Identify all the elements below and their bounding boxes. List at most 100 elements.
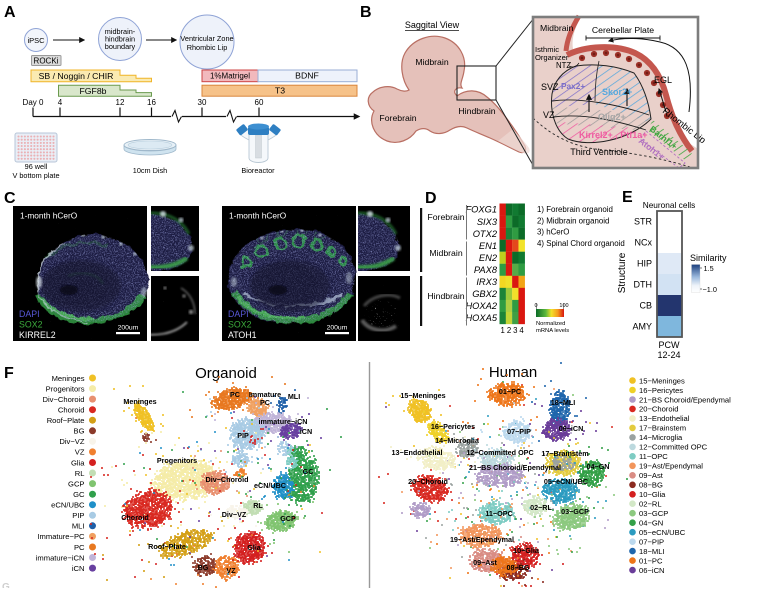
svg-text:Div−VZ: Div−VZ: [222, 510, 247, 519]
svg-text:3: 3: [513, 326, 517, 335]
svg-text:4) Spinal Chord organoid: 4) Spinal Chord organoid: [537, 239, 625, 248]
svg-text:15−Meninges: 15−Meninges: [400, 391, 445, 400]
svg-text:Ventricular Zone: Ventricular Zone: [180, 34, 233, 43]
svg-text:14−Microglia: 14−Microglia: [435, 436, 480, 445]
svg-text:09−Ast: 09−Ast: [639, 471, 664, 480]
svg-text:CB: CB: [639, 301, 652, 311]
svg-text:02−RL: 02−RL: [530, 503, 552, 512]
svg-text:Day 0: Day 0: [23, 98, 44, 107]
svg-text:PIP: PIP: [237, 431, 249, 440]
svg-text:Meninges: Meninges: [52, 374, 85, 383]
svg-text:Div−VZ: Div−VZ: [59, 437, 84, 446]
svg-text:E: E: [622, 189, 633, 206]
svg-text:04−GN: 04−GN: [587, 462, 610, 471]
svg-text:ROCKi: ROCKi: [34, 57, 59, 66]
svg-text:Roof−Plate: Roof−Plate: [148, 542, 186, 551]
svg-text:SVZ: SVZ: [541, 82, 559, 92]
svg-text:Pax2+: Pax2+: [561, 81, 585, 91]
svg-text:16−Pericytes: 16−Pericytes: [639, 386, 683, 395]
svg-text:Midbrain: Midbrain: [540, 23, 573, 33]
svg-text:Third Ventricle: Third Ventricle: [570, 147, 628, 157]
svg-text:Hindbrain: Hindbrain: [427, 291, 464, 301]
svg-text:Human: Human: [489, 364, 537, 381]
svg-text:PC: PC: [230, 390, 240, 399]
svg-text:18−MLI: 18−MLI: [551, 398, 576, 407]
svg-text:A: A: [4, 4, 16, 21]
svg-text:BG: BG: [198, 563, 209, 572]
svg-text:01−PC: 01−PC: [639, 556, 663, 565]
svg-text:SOX2: SOX2: [19, 320, 43, 330]
svg-text:0: 0: [534, 303, 537, 309]
svg-text:GBX2: GBX2: [472, 289, 498, 299]
svg-text:1%Matrigel: 1%Matrigel: [210, 72, 250, 81]
svg-text:4: 4: [58, 98, 63, 107]
svg-text:EGL: EGL: [654, 75, 672, 85]
svg-text:Div−Choroid: Div−Choroid: [206, 475, 249, 484]
svg-text:Forebrain: Forebrain: [427, 212, 464, 222]
svg-text:Cerebellar Plate: Cerebellar Plate: [592, 25, 654, 35]
svg-text:MLI: MLI: [288, 392, 300, 401]
svg-text:1: 1: [501, 326, 505, 335]
svg-text:GC: GC: [303, 467, 314, 476]
svg-text:MLI: MLI: [72, 522, 85, 531]
svg-text:11−OPC: 11−OPC: [485, 509, 512, 518]
svg-text:3) hCerO: 3) hCerO: [537, 228, 569, 237]
svg-text:15−Meninges: 15−Meninges: [639, 376, 685, 385]
svg-text:VZ: VZ: [75, 448, 85, 457]
svg-text:07−PIP: 07−PIP: [507, 427, 531, 436]
svg-text:STR: STR: [634, 217, 653, 227]
svg-text:PC: PC: [260, 398, 270, 407]
svg-text:21−BS Choroid/Ependymal: 21−BS Choroid/Ependymal: [469, 463, 561, 472]
svg-text:Similarity: Similarity: [690, 253, 727, 263]
svg-text:Immature−PC: Immature−PC: [37, 532, 85, 541]
svg-text:Bioreactor: Bioreactor: [241, 166, 275, 175]
svg-text:BG: BG: [74, 427, 85, 436]
svg-text:60: 60: [255, 98, 264, 107]
svg-text:Meninges: Meninges: [123, 397, 156, 406]
svg-text:04−GN: 04−GN: [639, 519, 663, 528]
svg-text:2) Midbrain organoid: 2) Midbrain organoid: [537, 216, 609, 225]
svg-text:2: 2: [507, 326, 511, 335]
svg-text:12: 12: [116, 98, 125, 107]
svg-text:IRX3: IRX3: [476, 277, 497, 287]
svg-text:Organizer: Organizer: [535, 53, 569, 62]
svg-text:PCW: PCW: [659, 340, 681, 350]
svg-text:Choroid: Choroid: [121, 513, 149, 522]
svg-text:100: 100: [559, 303, 568, 309]
svg-text:09−Ast: 09−Ast: [473, 558, 497, 567]
svg-text:AMY: AMY: [632, 322, 652, 332]
svg-text:17−Brainstem: 17−Brainstem: [639, 424, 686, 433]
svg-text:16: 16: [147, 98, 156, 107]
svg-text:1.5: 1.5: [704, 264, 714, 273]
svg-text:GCP: GCP: [68, 479, 84, 488]
svg-text:Organoid: Organoid: [195, 365, 257, 382]
svg-text:05−eCN/UBC: 05−eCN/UBC: [639, 528, 686, 537]
svg-text:Isthmic: Isthmic: [535, 45, 559, 54]
svg-text:Skor2+: Skor2+: [602, 87, 632, 97]
svg-text:EN1: EN1: [479, 241, 497, 251]
svg-text:13−Endothelial: 13−Endothelial: [639, 414, 690, 423]
svg-text:DTH: DTH: [634, 280, 653, 290]
svg-text:Choroid: Choroid: [58, 406, 85, 415]
svg-text:HOXA5: HOXA5: [465, 313, 497, 323]
svg-text:06−iCN: 06−iCN: [559, 424, 584, 433]
svg-text:12−Committed OPC: 12−Committed OPC: [466, 448, 533, 457]
svg-text:1-month hCerO: 1-month hCerO: [229, 211, 287, 221]
svg-text:12−Committed OPC: 12−Committed OPC: [639, 443, 708, 452]
svg-text:Olig2+: Olig2+: [598, 112, 626, 122]
svg-text:NCx: NCx: [635, 238, 653, 248]
svg-text:Normalized: Normalized: [536, 321, 565, 327]
svg-text:hindbrain: hindbrain: [105, 35, 135, 44]
svg-text:Roof−Plate: Roof−Plate: [47, 416, 85, 425]
svg-text:1-month hCerO: 1-month hCerO: [20, 211, 78, 221]
svg-text:Div−Choroid: Div−Choroid: [43, 395, 85, 404]
svg-text:−1.0: −1.0: [703, 285, 717, 294]
svg-text:ATOH1: ATOH1: [228, 330, 257, 340]
svg-text:03−GCP: 03−GCP: [639, 509, 668, 518]
svg-text:10−Glia: 10−Glia: [639, 490, 666, 499]
svg-text:V bottom plate: V bottom plate: [12, 171, 59, 180]
svg-text:D: D: [425, 190, 437, 207]
svg-text:11−OPC: 11−OPC: [639, 452, 668, 461]
svg-text:VZ: VZ: [226, 566, 236, 575]
svg-text:SIX3: SIX3: [477, 217, 498, 227]
